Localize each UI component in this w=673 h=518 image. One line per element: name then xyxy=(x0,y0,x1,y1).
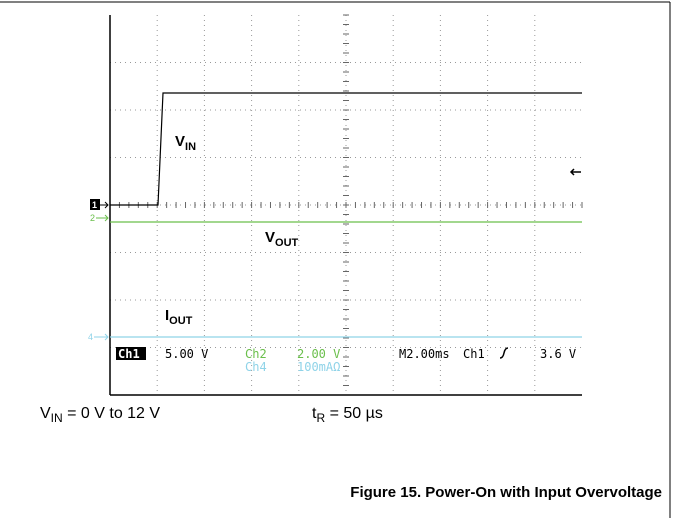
marker-arrow xyxy=(94,333,109,341)
label-sub: OUT xyxy=(275,237,299,249)
annotation-rise: tR = 50 µs xyxy=(312,405,383,425)
readout-ch2: Ch2 xyxy=(245,347,267,361)
scope-grid xyxy=(109,14,583,396)
label-vout: VOUT xyxy=(265,229,299,249)
label-main: V xyxy=(265,229,275,246)
readout-ch1: Ch1 xyxy=(118,347,140,361)
readout-trigger-source: Ch1 xyxy=(463,347,485,361)
marker-arrow xyxy=(100,201,109,209)
label-sub: OUT xyxy=(169,315,193,327)
marker-arrow xyxy=(96,214,109,222)
annotation-sub: R xyxy=(316,411,325,425)
readout-trigger-level: 3.6 V xyxy=(540,347,576,361)
readout-ch4-scale: 100mAΩ xyxy=(297,360,340,374)
readout-ch1-scale: 5.00 V xyxy=(165,347,208,361)
annotation-main: V xyxy=(40,405,51,422)
marker-ch1: 1 xyxy=(92,200,97,210)
marker-ch4: 4 xyxy=(88,332,93,342)
trigger-arrow xyxy=(569,168,581,176)
label-sub: IN xyxy=(185,141,196,153)
annotation-rest: = 0 V to 12 V xyxy=(63,405,161,422)
marker-box xyxy=(90,199,100,210)
readout-ch4: Ch4 xyxy=(245,360,267,374)
label-iout: IOUT xyxy=(165,307,193,327)
label-main: I xyxy=(165,307,169,324)
trace-ch1 xyxy=(110,92,582,206)
annotation-rest: = 50 µs xyxy=(325,405,383,422)
label-vin: VIN xyxy=(175,133,196,153)
annotation-main: t xyxy=(312,405,317,422)
ch1-badge xyxy=(116,347,146,360)
label-main: V xyxy=(175,133,185,150)
caption: Figure 15. Power-On with Input Overvolta… xyxy=(350,484,662,501)
annotation-input: VIN = 0 V to 12 V xyxy=(40,405,160,425)
readout-ch2-scale: 2.00 V xyxy=(297,347,340,361)
annotation-sub: IN xyxy=(51,411,63,425)
readout-timebase: M2.00ms xyxy=(399,347,450,361)
marker-ch2: 2 xyxy=(90,213,95,223)
trigger-slope xyxy=(499,347,509,359)
